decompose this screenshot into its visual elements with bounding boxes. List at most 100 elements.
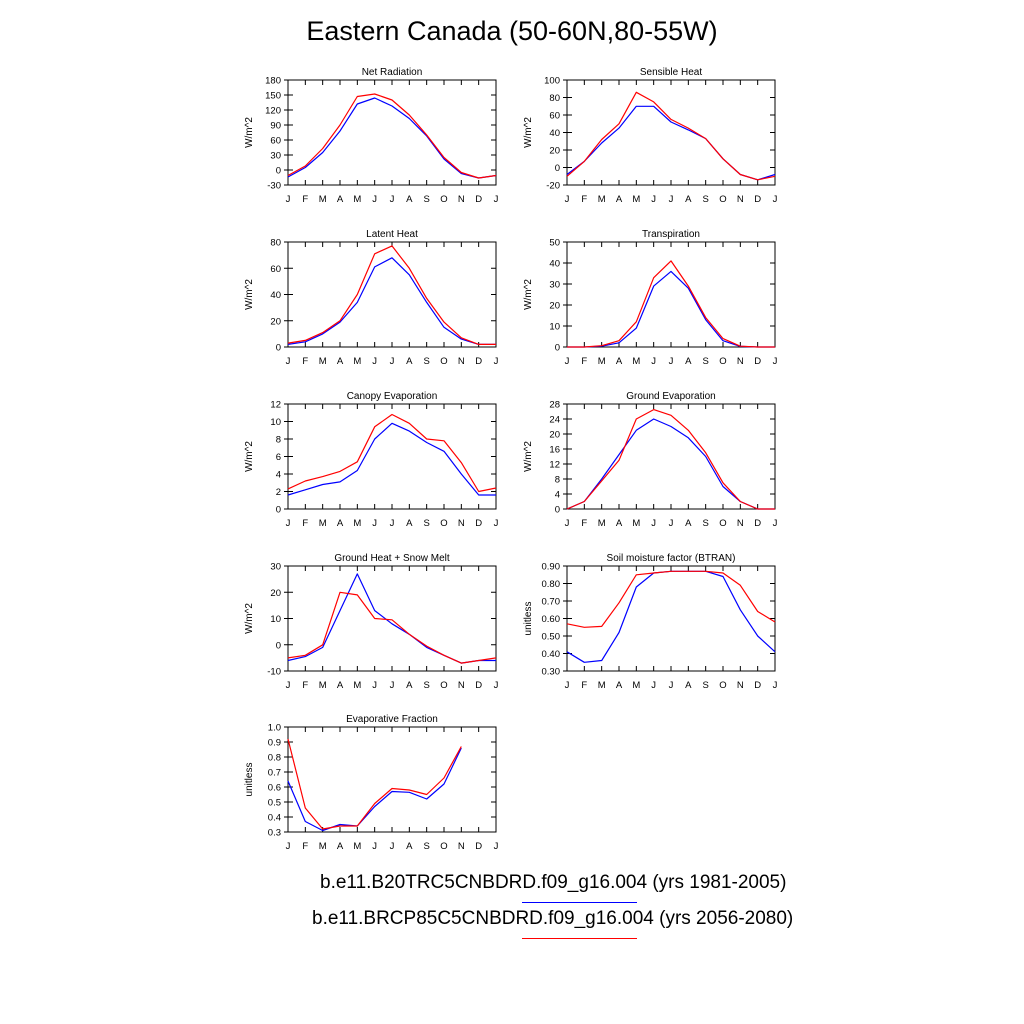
x-tick-label: J (565, 356, 570, 367)
x-tick-label: J (773, 194, 778, 205)
x-tick-label: O (719, 680, 726, 691)
x-tick-label: J (286, 680, 291, 691)
series-line-blue (287, 573, 496, 664)
series-line-red (287, 738, 462, 830)
x-tick-label: A (685, 194, 692, 205)
y-tick-label: 100 (544, 76, 560, 87)
y-tick-label: 10 (270, 417, 281, 428)
y-tick-label: 0 (276, 640, 281, 651)
x-tick-label: M (632, 680, 640, 691)
y-tick-label: 10 (270, 614, 281, 625)
x-tick-label: A (685, 356, 692, 367)
y-axis-label: W/m^2 (523, 279, 534, 310)
x-tick-label: S (702, 194, 708, 205)
x-tick-label: D (754, 356, 761, 367)
x-tick-label: S (423, 841, 429, 852)
y-tick-label: 0.3 (268, 828, 281, 839)
x-tick-label: A (337, 356, 344, 367)
series-line-red (287, 413, 497, 493)
y-axis-label: W/m^2 (244, 603, 255, 634)
x-tick-label: M (353, 356, 361, 367)
y-tick-label: 30 (270, 562, 281, 573)
panel-title: Sensible Heat (640, 67, 702, 78)
x-tick-label: A (406, 680, 413, 691)
x-tick-label: F (302, 356, 308, 367)
chart-panel: J F M A M J J A S O N D J0.30.40.50.60.70.80.91.0Eva… (244, 714, 499, 852)
plot-frame (566, 79, 776, 186)
y-tick-label: 150 (265, 91, 281, 102)
x-tick-label: J (651, 680, 656, 691)
x-tick-label: D (475, 194, 482, 205)
x-tick-label: F (581, 680, 587, 691)
x-tick-label: N (737, 518, 744, 529)
x-tick-label: S (423, 518, 429, 529)
x-tick-label: A (337, 518, 344, 529)
y-tick-label: 30 (270, 151, 281, 162)
y-tick-label: 20 (549, 430, 560, 441)
x-tick-label: S (423, 356, 429, 367)
x-tick-label: J (494, 356, 499, 367)
x-tick-label: O (440, 841, 447, 852)
x-tick-label: N (458, 841, 465, 852)
x-tick-label: J (651, 194, 656, 205)
x-tick-label: M (353, 841, 361, 852)
y-tick-label: 4 (555, 490, 560, 501)
y-tick-label: 20 (549, 301, 560, 312)
series-line-blue (287, 257, 496, 345)
x-tick-label: M (353, 680, 361, 691)
x-tick-label: N (737, 356, 744, 367)
x-tick-label: S (702, 518, 708, 529)
x-tick-label: J (372, 680, 377, 691)
x-tick-label: S (423, 194, 429, 205)
y-tick-label: 0.5 (268, 798, 281, 809)
x-tick-label: D (475, 356, 482, 367)
x-tick-label: J (286, 194, 291, 205)
y-tick-label: 0 (276, 166, 281, 177)
x-tick-label: O (440, 680, 447, 691)
x-tick-label: M (598, 356, 606, 367)
series-line-blue (566, 570, 776, 663)
x-tick-label: J (773, 518, 778, 529)
panel-title: Latent Heat (366, 229, 418, 240)
y-tick-label: 0.80 (542, 579, 561, 590)
y-tick-label: 0.50 (542, 632, 561, 643)
x-tick-label: M (353, 194, 361, 205)
x-tick-label: M (319, 518, 327, 529)
y-axis-label: W/m^2 (244, 441, 255, 472)
y-tick-label: 80 (549, 93, 560, 104)
x-tick-label: J (372, 194, 377, 205)
series-line-blue (566, 418, 775, 510)
x-tick-label: O (719, 194, 726, 205)
y-tick-label: 0.4 (268, 813, 281, 824)
x-tick-label: J (372, 518, 377, 529)
x-tick-label: J (372, 356, 377, 367)
x-tick-label: O (719, 518, 726, 529)
y-tick-label: 0.8 (268, 753, 281, 764)
y-tick-label: -20 (546, 181, 560, 192)
x-tick-label: J (494, 518, 499, 529)
x-tick-label: F (302, 841, 308, 852)
x-tick-label: J (494, 194, 499, 205)
x-tick-label: J (390, 680, 395, 691)
x-tick-label: O (440, 194, 447, 205)
chart-panel: J F M A M J J A S O N D J0.300.400.500.600.700.800.9… (523, 553, 778, 691)
panel-title: Ground Evaporation (626, 391, 716, 402)
y-tick-label: 6 (276, 452, 281, 463)
x-tick-label: A (616, 356, 623, 367)
x-tick-label: A (616, 680, 623, 691)
x-tick-label: J (390, 518, 395, 529)
y-tick-label: 12 (270, 400, 281, 411)
x-tick-label: M (319, 194, 327, 205)
x-tick-label: D (475, 518, 482, 529)
y-tick-label: 0.9 (268, 738, 281, 749)
y-tick-label: 20 (270, 316, 281, 327)
x-tick-label: F (581, 194, 587, 205)
y-tick-label: 0.7 (268, 768, 281, 779)
plot-frame (287, 403, 497, 510)
plot-frame (287, 726, 497, 833)
